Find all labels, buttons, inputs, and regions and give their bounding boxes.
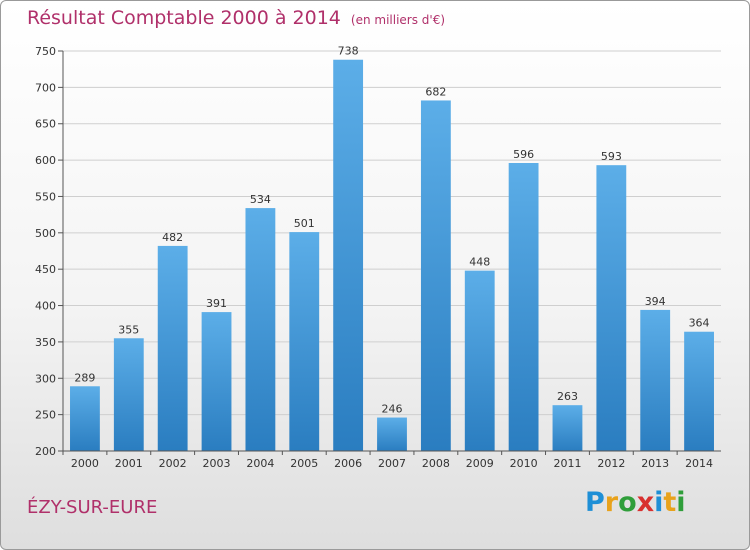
x-tick-label: 2006	[334, 457, 362, 470]
x-tick-label: 2005	[290, 457, 318, 470]
x-tick-label: 2008	[422, 457, 450, 470]
y-tick-label: 650	[35, 118, 56, 131]
x-tick-label: 2007	[378, 457, 406, 470]
bar-value-label: 596	[513, 148, 534, 161]
y-tick-label: 300	[35, 372, 56, 385]
x-axis: 2000 2001 2002 2003 2004 2005 2006 2007 2008 2009…	[62, 450, 721, 470]
logo-letter: x	[636, 487, 655, 518]
logo-letter: i	[676, 487, 686, 518]
y-tick-label: 550	[35, 190, 56, 203]
bar	[70, 386, 100, 451]
bar	[420, 100, 451, 452]
x-tick-label: 2000	[71, 457, 99, 470]
bar	[508, 163, 539, 451]
title-text: Résultat Comptable 2000 à 2014	[27, 7, 341, 29]
y-tick-label: 700	[35, 81, 56, 94]
logo-letter: o	[618, 487, 637, 518]
bar-value-label: 391	[206, 297, 227, 310]
bar	[333, 59, 364, 452]
bar-value-label: 246	[382, 403, 403, 416]
x-tick-label: 2012	[597, 457, 625, 470]
bar	[596, 165, 627, 451]
bar-value-label: 482	[162, 231, 183, 244]
y-tick-label: 400	[35, 300, 56, 313]
bar	[684, 331, 714, 451]
logo-letter: i	[654, 487, 664, 518]
bar	[640, 309, 671, 451]
x-tick-label: 2014	[685, 457, 713, 470]
bar	[289, 232, 320, 451]
y-tick-label: 600	[35, 154, 56, 167]
logo-letter: P	[585, 487, 605, 518]
bar	[464, 270, 495, 451]
y-tick-label: 250	[35, 409, 56, 422]
bar-value-label: 394	[645, 295, 666, 308]
x-tick-label: 2009	[466, 457, 494, 470]
x-tick-label: 2013	[641, 457, 669, 470]
chart-title: Résultat Comptable 2000 à 2014 (en millie…	[27, 7, 445, 29]
x-tick-label: 2004	[246, 457, 274, 470]
bar-value-label: 534	[250, 193, 271, 206]
x-tick-label: 2010	[510, 457, 538, 470]
y-tick-label: 450	[35, 263, 56, 276]
x-tick-label: 2001	[115, 457, 143, 470]
proxiti-logo: Proxiti	[585, 487, 686, 518]
x-tick-label: 2002	[159, 457, 187, 470]
y-tick-label: 350	[35, 336, 56, 349]
y-axis: 200 250 300 350 400 450 500 550 600 650 700 750	[35, 45, 64, 458]
bar	[201, 312, 232, 451]
place-name: ÉZY-SUR-EURE	[27, 497, 158, 518]
bar-value-label: 682	[425, 85, 446, 98]
bars: 289 355 482 391 534 501 738 246 682 448 596 263 593 3…	[70, 45, 714, 452]
x-tick-label: 2011	[553, 457, 581, 470]
x-tick-label: 2003	[203, 457, 231, 470]
bar	[157, 245, 188, 451]
chart-subtitle: (en milliers d'€)	[350, 13, 446, 27]
bar-value-label: 448	[469, 256, 490, 269]
bar	[245, 208, 276, 451]
bar-value-label: 738	[338, 45, 359, 58]
bar-value-label: 355	[118, 323, 139, 336]
bar-value-label: 593	[601, 150, 622, 163]
bar	[552, 405, 583, 451]
logo-letter: r	[604, 487, 619, 518]
bar-value-label: 289	[74, 371, 95, 384]
bar-value-label: 501	[294, 217, 315, 230]
y-tick-label: 200	[35, 445, 56, 458]
bar-value-label: 364	[689, 317, 710, 330]
logo-letter: t	[663, 487, 677, 518]
bar-value-label: 263	[557, 390, 578, 403]
bar	[113, 338, 144, 451]
y-tick-label: 750	[35, 45, 56, 58]
bar	[377, 417, 407, 451]
y-tick-label: 500	[35, 227, 56, 240]
